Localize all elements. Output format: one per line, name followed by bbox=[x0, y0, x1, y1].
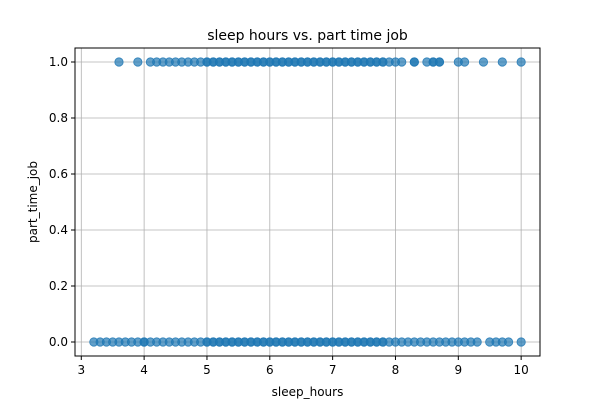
scatter-point bbox=[409, 57, 419, 67]
plot-frame bbox=[74, 47, 541, 357]
scatter-point bbox=[397, 57, 407, 67]
x-tick-label: 7 bbox=[329, 363, 337, 377]
y-axis-label: part_time_job bbox=[26, 161, 40, 243]
scatter-point bbox=[459, 57, 470, 67]
scatter-point bbox=[497, 57, 507, 67]
scatter-point bbox=[472, 337, 482, 347]
ticks-layer: 3 4 5 6 7 8 9 10 0.0 0.2 0.4 0.6 0.8 1.0 bbox=[49, 55, 529, 377]
x-tick-label: 10 bbox=[514, 363, 529, 377]
x-tick-label: 4 bbox=[140, 363, 148, 377]
scatter-point bbox=[503, 337, 514, 347]
x-tick-label: 9 bbox=[454, 363, 462, 377]
chart-title: sleep hours vs. part time job bbox=[207, 28, 408, 44]
y-tick-label: 1.0 bbox=[49, 55, 68, 69]
scatter-point bbox=[434, 57, 445, 67]
points-layer bbox=[89, 57, 526, 347]
x-tick-label: 3 bbox=[77, 363, 85, 377]
x-tick-label: 5 bbox=[203, 363, 211, 377]
scatter-point bbox=[114, 57, 124, 67]
scatter-point bbox=[478, 57, 489, 67]
y-tick-label: 0.0 bbox=[49, 335, 68, 349]
scatter-point bbox=[516, 57, 526, 67]
x-tick-label: 8 bbox=[392, 363, 400, 377]
y-tick-label: 0.8 bbox=[49, 111, 68, 125]
x-tick-label: 6 bbox=[266, 363, 274, 377]
y-tick-label: 0.2 bbox=[49, 279, 68, 293]
y-tick-label: 0.4 bbox=[49, 223, 68, 237]
scatter-point bbox=[516, 337, 526, 347]
scatter-point bbox=[133, 57, 143, 67]
y-tick-label: 0.6 bbox=[49, 167, 68, 181]
x-axis-label: sleep_hours bbox=[272, 385, 344, 399]
